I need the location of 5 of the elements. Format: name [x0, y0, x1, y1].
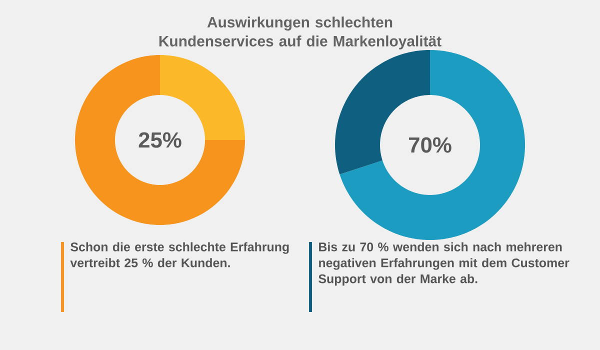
data-label: 70%	[409, 137, 452, 153]
text: Schon die erste schlechte Erfahrung vertreibt 25 % der Kunden.	[70, 242, 289, 268]
text: Bis zu 70 % wenden sich nach mehreren negativen Erfahrungen mit dem Customer Support von der Marke ab.	[318, 242, 570, 286]
text: Auswirkungen schlechten Kundenservices auf die Markenloyalität	[159, 16, 442, 50]
data-label: 25%	[138, 132, 182, 148]
